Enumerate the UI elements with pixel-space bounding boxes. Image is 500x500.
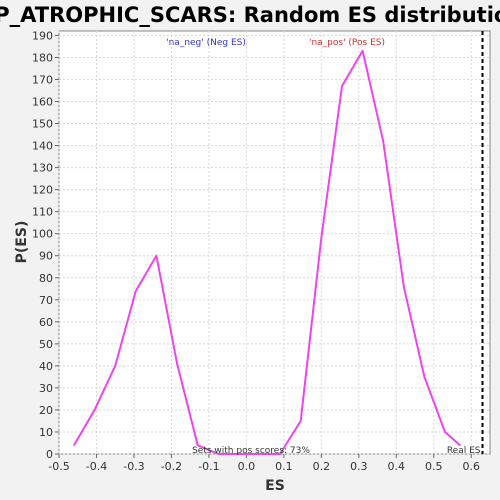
data-point bbox=[217, 453, 220, 455]
data-point bbox=[382, 140, 384, 142]
x-tick-label: -0.2 bbox=[161, 460, 182, 473]
data-point bbox=[114, 365, 117, 367]
y-tick-label: 70 bbox=[39, 294, 53, 307]
y-tick-label: 40 bbox=[39, 360, 53, 373]
y-tick-label: 90 bbox=[39, 250, 53, 263]
data-point bbox=[238, 453, 240, 455]
pos-scores-annotation: Sets with pos scores: 73% bbox=[192, 446, 310, 456]
x-tick-label: 0.3 bbox=[350, 460, 368, 473]
data-point bbox=[299, 420, 302, 422]
y-tick-label: 130 bbox=[32, 162, 53, 175]
data-point bbox=[423, 376, 426, 378]
y-axis-label: P(ES) bbox=[14, 221, 30, 264]
y-tick-label: 150 bbox=[32, 118, 53, 131]
data-point bbox=[403, 285, 405, 288]
data-point bbox=[279, 453, 281, 455]
grid bbox=[58, 31, 490, 455]
y-tick-label: 50 bbox=[39, 338, 53, 351]
y-tick-label: 100 bbox=[32, 228, 53, 241]
plot-area bbox=[58, 30, 491, 455]
ticks: 0 10 20 30 40 50 60 70 80 90 100 110 120 130 140 150 160… bbox=[32, 29, 480, 473]
data-point bbox=[176, 362, 178, 365]
x-tick-label: 0.1 bbox=[275, 460, 293, 473]
data-point bbox=[459, 444, 461, 446]
x-tick-label: 0.2 bbox=[313, 460, 331, 473]
y-tick-label: 10 bbox=[39, 426, 53, 439]
data-point bbox=[320, 237, 323, 239]
x-tick-label: -0.1 bbox=[198, 460, 219, 473]
y-tick-label: 140 bbox=[32, 140, 53, 153]
y-tick-label: 0 bbox=[46, 448, 53, 461]
y-tick-label: 60 bbox=[39, 316, 53, 329]
y-tick-label: 30 bbox=[39, 382, 53, 395]
x-tick-label: 0.4 bbox=[388, 460, 406, 473]
x-tick-label: 0.5 bbox=[425, 460, 443, 473]
data-point bbox=[73, 444, 75, 446]
x-tick-label: 0.0 bbox=[238, 460, 256, 473]
data-point bbox=[135, 290, 137, 292]
data-point bbox=[196, 444, 199, 446]
series-line bbox=[73, 49, 461, 455]
data-point bbox=[361, 50, 364, 52]
y-tick-label: 160 bbox=[32, 96, 53, 109]
x-axis-label: ES bbox=[265, 478, 285, 494]
x-tick-label: -0.4 bbox=[86, 460, 107, 473]
x-tick-label: -0.5 bbox=[48, 460, 69, 473]
data-point bbox=[155, 254, 158, 257]
series bbox=[73, 49, 461, 455]
data-point bbox=[93, 409, 96, 411]
y-tick-label: 20 bbox=[39, 404, 53, 417]
x-tick-label: 0.6 bbox=[463, 460, 481, 473]
neg-legend-label: 'na_neg' (Neg ES) bbox=[166, 38, 246, 48]
x-tick-label: -0.3 bbox=[123, 460, 144, 473]
y-tick-label: 80 bbox=[39, 272, 53, 285]
data-point bbox=[341, 85, 343, 87]
y-tick-label: 170 bbox=[32, 73, 53, 86]
y-tick-label: 110 bbox=[32, 206, 53, 219]
chart-title: HP_ATROPHIC_SCARS: Random ES distributio… bbox=[0, 3, 500, 27]
data-point bbox=[444, 431, 446, 433]
pos-legend-label: 'na_pos' (Pos ES) bbox=[309, 38, 385, 48]
real-es-label: Real ES bbox=[447, 446, 481, 456]
y-tick-label: 120 bbox=[32, 184, 53, 197]
y-tick-label: 190 bbox=[32, 29, 53, 42]
data-point bbox=[258, 453, 261, 455]
y-tick-label: 180 bbox=[32, 51, 53, 64]
